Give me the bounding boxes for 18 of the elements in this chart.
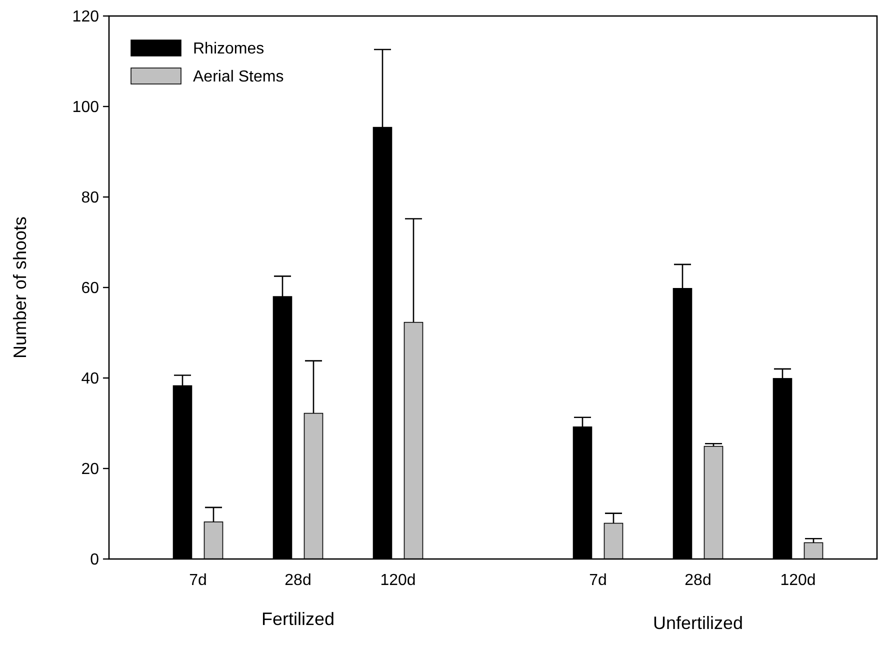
y-tick-label: 60 — [81, 280, 100, 298]
x-tick-label: 120d — [380, 572, 416, 589]
legend-label: Aerial Stems — [193, 68, 284, 86]
x-tick-label: 120d — [780, 572, 816, 589]
y-tick-label: 40 — [81, 370, 100, 388]
y-axis-title: Number of shoots — [10, 216, 30, 359]
x-tick-label: 28d — [284, 572, 312, 589]
x-tick-label: 28d — [684, 572, 712, 589]
y-tick-label: 80 — [81, 190, 100, 207]
legend-label: Rhizomes — [193, 40, 264, 58]
y-tick-label: 20 — [81, 461, 100, 478]
y-tick-label: 0 — [90, 552, 100, 569]
y-tick-label: 120 — [72, 8, 100, 26]
y-tick-label: 100 — [72, 99, 100, 116]
x-tick-label: 7d — [189, 572, 207, 589]
text: Unfertilized — [652, 613, 744, 634]
x-tick-label: 7d — [589, 572, 607, 589]
text: Fertilized — [261, 609, 335, 630]
